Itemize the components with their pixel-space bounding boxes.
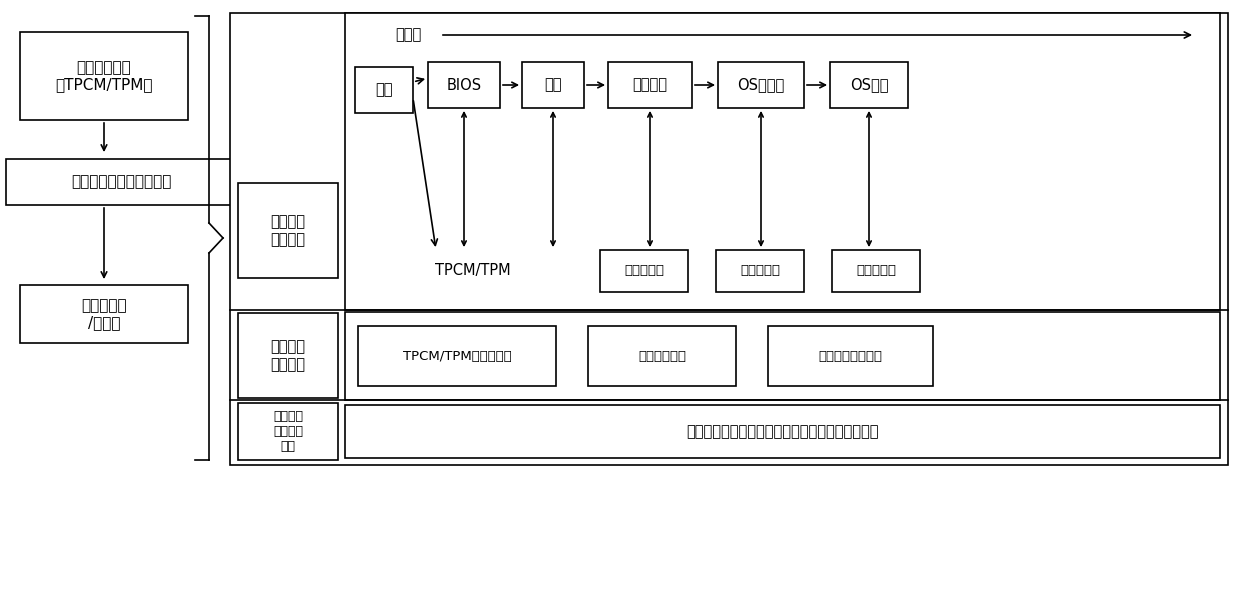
Bar — [608, 62, 692, 108]
Text: 信任链完
整性度量: 信任链完 整性度量 — [270, 214, 305, 247]
Bar — [768, 326, 932, 386]
Bar — [718, 62, 804, 108]
Text: OS装载器: OS装载器 — [738, 77, 785, 92]
Text: 可信存储根: 可信存储根 — [740, 264, 780, 277]
Bar — [588, 326, 737, 386]
Bar — [522, 62, 584, 108]
Text: 加电: 加电 — [376, 83, 393, 97]
Text: 平台可信状态证明: 平台可信状态证明 — [818, 350, 883, 362]
Text: 自检: 自检 — [544, 77, 562, 92]
Bar — [238, 403, 339, 460]
Text: 平台身份证明: 平台身份证明 — [639, 350, 686, 362]
Text: 计算机启动
/运行时: 计算机启动 /运行时 — [81, 298, 126, 330]
Bar — [6, 159, 236, 205]
Bar — [428, 62, 500, 108]
Bar — [355, 67, 413, 113]
Bar — [238, 183, 339, 278]
Bar — [345, 312, 1220, 400]
Bar — [358, 326, 556, 386]
Text: OS内核: OS内核 — [849, 77, 888, 92]
Bar — [345, 405, 1220, 458]
Text: 可信报告根: 可信报告根 — [856, 264, 897, 277]
Bar — [20, 285, 188, 343]
Bar — [715, 250, 804, 292]
Bar — [20, 32, 188, 120]
Text: TPCM/TPM可信性证明: TPCM/TPM可信性证明 — [403, 350, 511, 362]
Text: 存储完整性度量值的日志和摘要，并且报告给用户: 存储完整性度量值的日志和摘要，并且报告给用户 — [686, 424, 879, 439]
Bar — [830, 62, 908, 108]
Text: 可信度量根: 可信度量根 — [624, 264, 663, 277]
Text: 信任链: 信任链 — [396, 27, 422, 43]
Text: 计算机硬件系统（主板）: 计算机硬件系统（主板） — [71, 174, 171, 190]
Bar — [229, 13, 1228, 465]
Text: 信任链完
整性度量: 信任链完 整性度量 — [270, 339, 305, 371]
Text: TPCM/TPM: TPCM/TPM — [435, 263, 511, 278]
Bar — [238, 313, 339, 398]
Bar — [832, 250, 920, 292]
Bar — [600, 250, 688, 292]
Text: 完整性度
量存储和
报告: 完整性度 量存储和 报告 — [273, 410, 303, 453]
Text: 可信平台模块
（TPCM/TPM）: 可信平台模块 （TPCM/TPM） — [56, 60, 153, 92]
Text: BIOS: BIOS — [446, 77, 481, 92]
Text: 主引导区: 主引导区 — [632, 77, 667, 92]
Bar — [345, 13, 1220, 310]
